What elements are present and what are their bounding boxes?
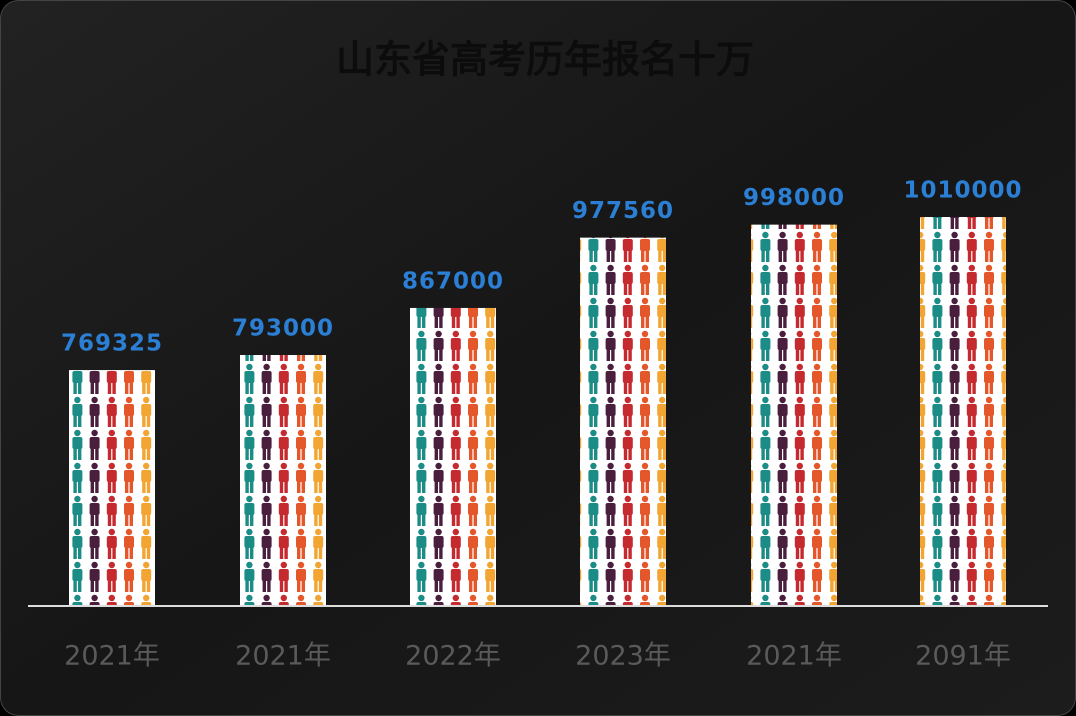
value-label: 793000 bbox=[232, 316, 334, 342]
bar bbox=[751, 224, 837, 605]
x-tick-label: 2091年 bbox=[915, 641, 1011, 672]
value-label: 769325 bbox=[61, 331, 163, 357]
value-label: 977560 bbox=[572, 198, 674, 224]
x-tick-label: 2023年 bbox=[575, 641, 671, 672]
x-tick-label: 2021年 bbox=[235, 641, 331, 672]
bar bbox=[580, 237, 666, 605]
x-tick-label: 2021年 bbox=[64, 641, 160, 672]
value-label: 867000 bbox=[402, 268, 504, 294]
chart-title: 山东省高考历年报名十万 bbox=[336, 38, 754, 82]
value-label: 1010000 bbox=[903, 178, 1022, 204]
value-label: 998000 bbox=[743, 185, 845, 211]
bar bbox=[240, 355, 326, 605]
x-tick-label: 2021年 bbox=[746, 641, 842, 672]
x-tick-label: 2022年 bbox=[405, 641, 501, 672]
bar bbox=[69, 370, 155, 605]
bar bbox=[410, 307, 496, 605]
bar bbox=[920, 217, 1006, 605]
